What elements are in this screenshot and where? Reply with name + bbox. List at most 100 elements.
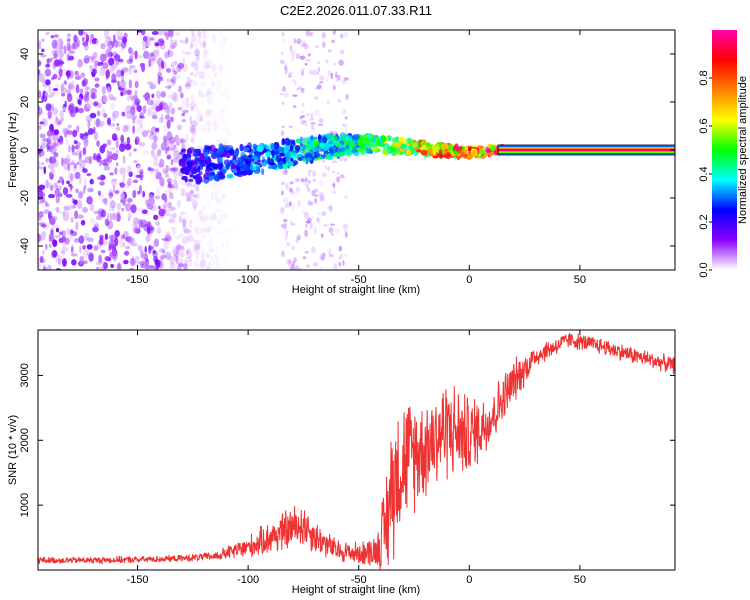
colorbar-gradient <box>712 30 737 270</box>
noise-blob <box>64 246 69 252</box>
noise-blob <box>74 171 81 180</box>
noise-blob <box>140 191 145 197</box>
noise-blob <box>158 205 161 210</box>
noise-blob <box>316 217 321 224</box>
noise-blob <box>149 83 157 90</box>
signal-blob <box>338 147 346 153</box>
noise-blob <box>126 136 131 145</box>
signal-blob <box>239 143 244 152</box>
noise-blob <box>92 52 97 61</box>
spectrogram-x-tick-label: -100 <box>237 274 259 286</box>
signal-blob <box>344 135 353 142</box>
noise-blob <box>301 67 305 71</box>
noise-blob <box>291 189 294 195</box>
noise-blob <box>111 133 118 141</box>
noise-blob <box>305 177 308 183</box>
signal-blob <box>226 162 235 167</box>
noise-blob <box>206 265 210 270</box>
noise-blob <box>180 188 186 197</box>
noise-blob <box>280 206 285 214</box>
noise-blob <box>38 184 46 191</box>
noise-blob <box>218 109 225 118</box>
noise-blob <box>53 52 58 59</box>
noise-blob <box>142 94 149 99</box>
signal-blob <box>179 151 186 156</box>
noise-blob <box>216 220 223 228</box>
noise-blob <box>110 96 117 101</box>
noise-blob <box>87 187 94 193</box>
noise-blob <box>317 84 322 90</box>
noise-blob <box>106 117 112 126</box>
noise-blob <box>38 73 45 83</box>
noise-blob <box>224 257 228 267</box>
noise-blob <box>45 179 49 189</box>
noise-blob <box>173 70 178 75</box>
signal-blob <box>285 152 291 159</box>
snr-x-tick-label: -50 <box>351 574 367 586</box>
noise-blob <box>119 32 123 38</box>
noise-blob <box>214 186 220 195</box>
noise-blob <box>93 131 99 141</box>
noise-blob <box>55 227 60 233</box>
noise-blob <box>213 71 218 78</box>
noise-blob <box>127 235 134 245</box>
noise-blob <box>128 65 136 69</box>
noise-blob <box>193 49 198 57</box>
noise-blob <box>73 140 78 145</box>
noise-blob <box>86 196 93 205</box>
noise-blob <box>189 40 194 50</box>
noise-blob <box>154 127 160 132</box>
noise-blob <box>299 117 303 120</box>
noise-blob <box>202 93 209 98</box>
noise-blob <box>209 120 216 127</box>
signal-blob <box>322 136 328 144</box>
noise-blob <box>71 159 75 164</box>
noise-blob <box>316 212 321 215</box>
noise-blob <box>65 130 73 135</box>
signal-blob <box>203 147 210 156</box>
noise-blob <box>344 116 348 120</box>
signal-blob <box>314 146 320 152</box>
noise-blob <box>54 188 60 197</box>
noise-blob <box>157 75 161 85</box>
noise-blob <box>168 212 172 218</box>
noise-blob <box>316 217 319 222</box>
noise-blob <box>195 54 200 61</box>
noise-blob <box>201 204 206 213</box>
noise-blob <box>168 192 174 200</box>
noise-blob <box>308 169 313 173</box>
noise-blob <box>134 255 141 260</box>
noise-blob <box>101 175 106 180</box>
noise-blob <box>160 142 167 151</box>
spectrogram-y-tick-label: 40 <box>19 48 31 60</box>
noise-blob <box>168 219 176 224</box>
noise-blob <box>289 188 293 193</box>
signal-blob <box>256 150 265 157</box>
snr-frame <box>37 329 676 571</box>
signal-blob <box>349 146 353 152</box>
signal-blob <box>438 148 443 156</box>
noise-blob <box>167 207 171 213</box>
signal-blob <box>299 148 304 154</box>
noise-blob <box>181 119 187 123</box>
noise-blob <box>178 85 182 93</box>
noise-blob <box>156 90 161 100</box>
noise-blob <box>73 238 80 243</box>
noise-blob <box>190 238 197 243</box>
noise-blob <box>160 113 164 123</box>
noise-blob <box>52 88 59 92</box>
noise-blob <box>49 216 56 226</box>
noise-blob <box>300 178 305 183</box>
noise-blob <box>292 79 295 82</box>
noise-blob <box>182 57 186 65</box>
noise-blob <box>190 62 196 67</box>
noise-blob <box>177 199 181 208</box>
noise-blob <box>146 212 150 217</box>
noise-blob <box>342 123 345 127</box>
noise-blob <box>296 87 299 91</box>
noise-blob <box>99 66 106 77</box>
noise-blob <box>201 233 206 239</box>
spectrogram-x-tick-label: 50 <box>574 274 586 286</box>
noise-blob <box>146 129 151 134</box>
signal-blob <box>196 177 203 183</box>
